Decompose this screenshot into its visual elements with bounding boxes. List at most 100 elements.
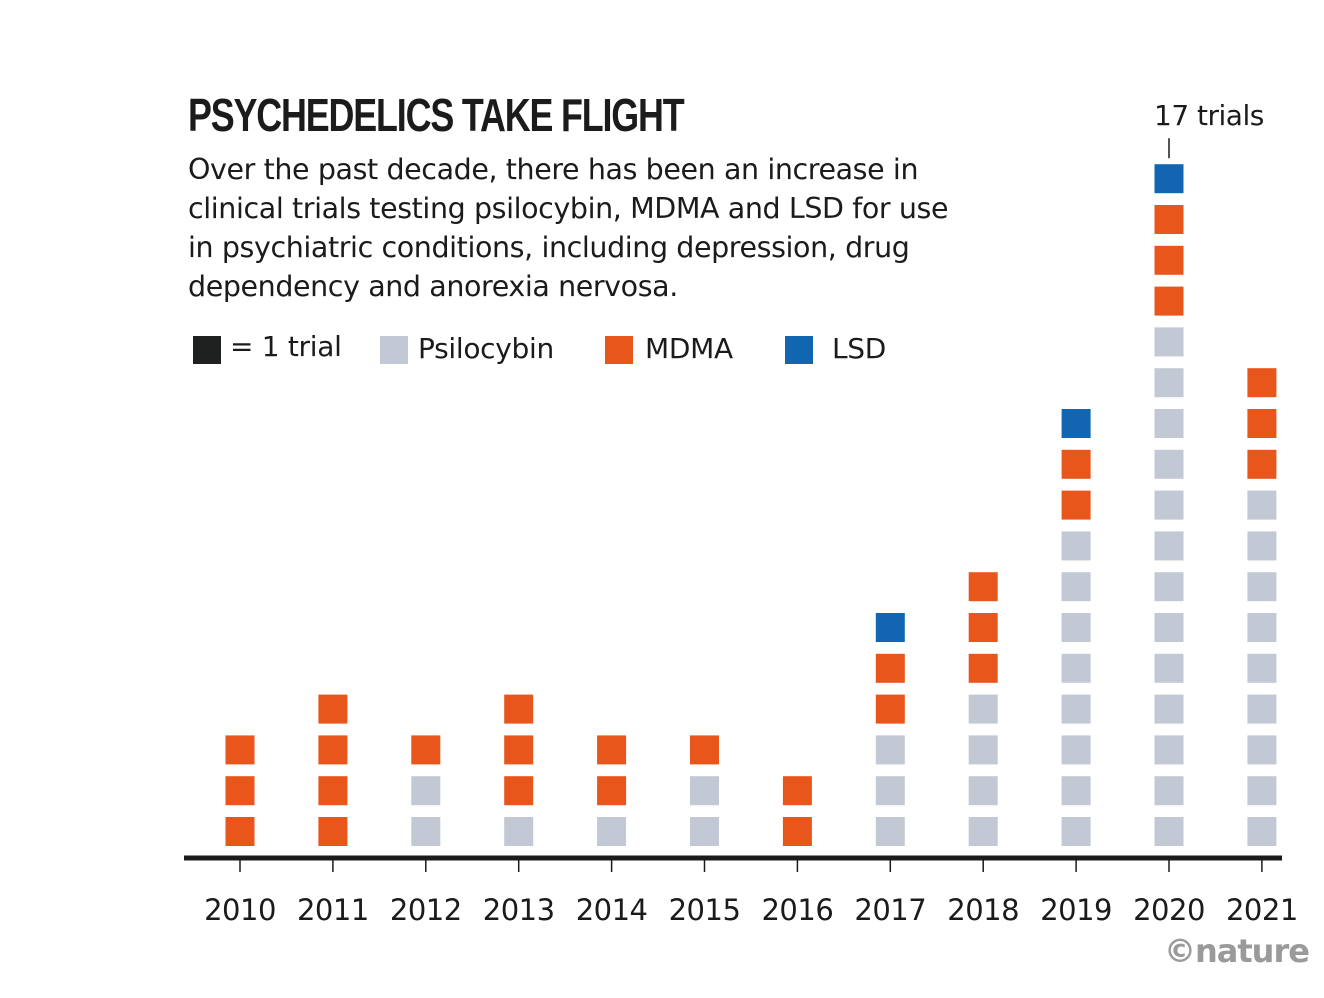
trial-square-psilocybin-2018 [968, 817, 998, 846]
legend-label-psilocybin: Psilocybin [418, 332, 554, 365]
legend-swatch-mdma [605, 336, 633, 364]
legend: = 1 trial Psilocybin MDMA LSD [0, 330, 1324, 370]
trial-square-psilocybin-2021 [1247, 817, 1277, 846]
trial-square-psilocybin-2020 [1154, 694, 1184, 724]
trial-square-mdma-2018 [968, 653, 998, 683]
trial-square-psilocybin-2018 [968, 694, 998, 724]
trial-square-psilocybin-2020 [1154, 409, 1184, 438]
trial-square-psilocybin-2020 [1154, 817, 1184, 846]
trial-square-mdma-2016 [782, 817, 812, 846]
legend-swatch-lsd [785, 336, 813, 364]
trial-square-lsd-2020 [1154, 164, 1184, 194]
trial-square-mdma-2021 [1247, 449, 1277, 479]
trial-square-psilocybin-2021 [1247, 735, 1277, 765]
trial-square-psilocybin-2017 [875, 776, 905, 806]
trial-square-psilocybin-2020 [1154, 613, 1184, 642]
trial-square-mdma-2010 [225, 776, 255, 806]
x-tick-label-2018: 2018 [947, 893, 1019, 927]
trial-square-mdma-2010 [225, 817, 255, 846]
trial-square-mdma-2013 [504, 776, 534, 806]
trial-square-mdma-2017 [875, 653, 905, 683]
trial-square-lsd-2019 [1061, 409, 1091, 438]
trial-square-psilocybin-2012 [411, 776, 441, 806]
trial-square-psilocybin-2021 [1247, 572, 1277, 602]
trial-square-mdma-2019 [1061, 490, 1091, 520]
trial-square-psilocybin-2018 [968, 735, 998, 765]
trial-square-psilocybin-2019 [1061, 572, 1091, 602]
trial-square-psilocybin-2021 [1247, 531, 1277, 561]
trial-square-mdma-2010 [225, 735, 255, 765]
trial-square-psilocybin-2015 [690, 817, 719, 846]
x-tick-label-2013: 2013 [483, 893, 555, 927]
x-tick-label-2016: 2016 [761, 893, 833, 927]
trial-square-psilocybin-2017 [875, 817, 905, 846]
trial-square-mdma-2013 [504, 694, 534, 724]
trial-square-psilocybin-2020 [1154, 735, 1184, 765]
trial-square-mdma-2011 [318, 694, 348, 724]
trial-square-mdma-2015 [690, 735, 719, 765]
trial-square-psilocybin-2021 [1247, 490, 1277, 520]
trial-square-mdma-2018 [968, 572, 998, 602]
x-tick-label-2019: 2019 [1040, 893, 1112, 927]
trial-square-mdma-2014 [597, 735, 627, 765]
legend-label-lsd: LSD [832, 332, 887, 365]
trial-square-lsd-2017 [875, 613, 905, 642]
trial-square-mdma-2021 [1247, 368, 1277, 398]
trial-square-psilocybin-2021 [1247, 776, 1277, 806]
chart-subtitle: Over the past decade, there has been an … [188, 153, 949, 303]
trial-square-psilocybin-2014 [597, 817, 627, 846]
trial-square-psilocybin-2020 [1154, 572, 1184, 602]
trial-square-psilocybin-2019 [1061, 613, 1091, 642]
trial-square-psilocybin-2019 [1061, 817, 1091, 846]
trial-square-psilocybin-2019 [1061, 653, 1091, 683]
trial-square-mdma-2019 [1061, 449, 1091, 479]
trial-square-mdma-2020 [1154, 205, 1184, 234]
trial-square-psilocybin-2017 [875, 735, 905, 765]
x-tick-label-2017: 2017 [854, 893, 926, 927]
nature-credit: ©nature [1164, 932, 1310, 970]
trial-square-mdma-2021 [1247, 409, 1277, 438]
trial-square-psilocybin-2020 [1154, 327, 1184, 357]
legend-label-mdma: MDMA [645, 332, 733, 365]
trial-square-mdma-2011 [318, 776, 348, 806]
x-tick-label-2021: 2021 [1226, 893, 1298, 927]
trial-square-psilocybin-2019 [1061, 776, 1091, 806]
trial-square-mdma-2013 [504, 735, 534, 765]
trial-square-mdma-2016 [782, 776, 812, 806]
trial-square-psilocybin-2019 [1061, 735, 1091, 765]
chart-title: PSYCHEDELICS TAKE FLIGHT [188, 89, 685, 141]
annotation-label-2020: 17 trials [1154, 99, 1264, 132]
trial-square-psilocybin-2020 [1154, 368, 1184, 398]
legend-unit-swatch [193, 336, 221, 364]
trial-square-psilocybin-2021 [1247, 613, 1277, 642]
trial-square-mdma-2017 [875, 694, 905, 724]
trial-square-psilocybin-2018 [968, 776, 998, 806]
trial-square-psilocybin-2021 [1247, 694, 1277, 724]
legend-unit-label: = 1 trial [230, 330, 342, 363]
x-tick-label-2014: 2014 [576, 893, 648, 927]
trial-square-psilocybin-2015 [690, 776, 719, 806]
x-tick-label-2015: 2015 [669, 893, 741, 927]
x-tick-label-2011: 2011 [297, 893, 369, 927]
trial-square-psilocybin-2013 [504, 817, 534, 846]
trial-square-psilocybin-2020 [1154, 449, 1184, 479]
trial-square-mdma-2011 [318, 735, 348, 765]
trial-square-mdma-2018 [968, 613, 998, 642]
trial-square-mdma-2011 [318, 817, 348, 846]
trial-square-psilocybin-2020 [1154, 653, 1184, 683]
trial-square-mdma-2020 [1154, 286, 1184, 316]
trial-square-psilocybin-2020 [1154, 531, 1184, 561]
trial-square-psilocybin-2019 [1061, 694, 1091, 724]
trial-square-psilocybin-2012 [411, 817, 441, 846]
x-tick-label-2010: 2010 [204, 893, 276, 927]
trial-square-mdma-2014 [597, 776, 627, 806]
trial-square-psilocybin-2019 [1061, 531, 1091, 561]
trial-square-mdma-2012 [411, 735, 441, 765]
trial-square-psilocybin-2020 [1154, 776, 1184, 806]
x-tick-label-2012: 2012 [390, 893, 462, 927]
legend-swatch-psilocybin [380, 336, 408, 364]
trial-square-psilocybin-2020 [1154, 490, 1184, 520]
trial-square-mdma-2020 [1154, 245, 1184, 275]
